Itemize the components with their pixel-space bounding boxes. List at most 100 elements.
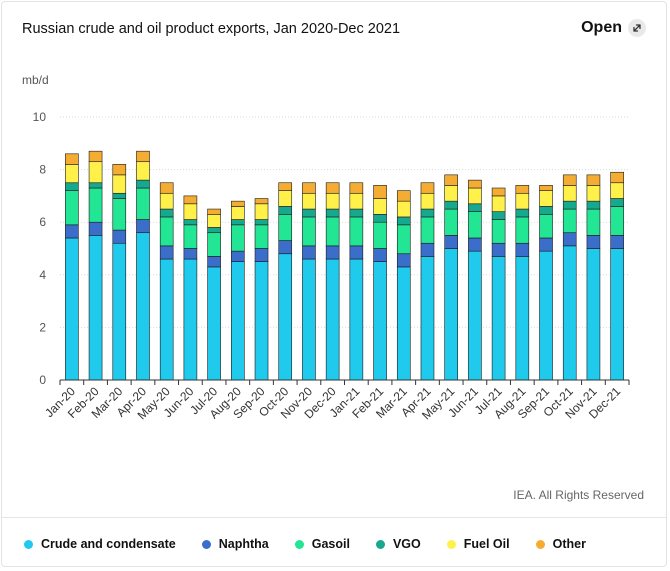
bar-segment[interactable]: [491, 256, 506, 381]
bar-segment[interactable]: [373, 198, 387, 215]
bar-segment[interactable]: [586, 235, 601, 249]
bar-segment[interactable]: [373, 261, 387, 381]
bar-segment[interactable]: [586, 174, 601, 186]
bar-segment[interactable]: [207, 256, 221, 268]
bar-segment[interactable]: [349, 208, 364, 218]
bar-segment[interactable]: [562, 208, 577, 234]
bar-segment[interactable]: [231, 200, 245, 207]
bar-segment[interactable]: [65, 190, 79, 226]
bar-segment[interactable]: [515, 192, 530, 210]
bar-segment[interactable]: [586, 200, 601, 210]
bar-segment[interactable]: [112, 164, 127, 176]
bar-segment[interactable]: [231, 219, 245, 226]
bar-segment[interactable]: [468, 250, 482, 381]
bar-segment[interactable]: [491, 211, 506, 220]
bar-segment[interactable]: [491, 195, 506, 212]
bar-segment[interactable]: [491, 219, 506, 244]
bar-segment[interactable]: [302, 192, 316, 210]
bar-segment[interactable]: [373, 221, 387, 249]
bar-segment[interactable]: [88, 161, 103, 184]
bar-segment[interactable]: [515, 216, 530, 244]
bar-segment[interactable]: [278, 206, 293, 215]
bar-segment[interactable]: [586, 248, 601, 381]
bar-segment[interactable]: [325, 208, 340, 218]
bar-segment[interactable]: [231, 250, 245, 262]
bar-segment[interactable]: [207, 266, 221, 381]
bar-segment[interactable]: [302, 216, 316, 247]
bar-segment[interactable]: [444, 248, 458, 381]
legend-item-vgo[interactable]: VGO: [375, 537, 421, 551]
bar-segment[interactable]: [254, 219, 269, 226]
bar-segment[interactable]: [207, 208, 221, 215]
bar-segment[interactable]: [302, 182, 316, 194]
bar-segment[interactable]: [302, 258, 316, 381]
bar-segment[interactable]: [325, 216, 340, 247]
bar-segment[interactable]: [278, 182, 293, 191]
bar-segment[interactable]: [349, 245, 364, 260]
bar-segment[interactable]: [396, 266, 411, 381]
bar-segment[interactable]: [420, 192, 435, 210]
bar-segment[interactable]: [325, 192, 340, 210]
bar-segment[interactable]: [65, 224, 79, 239]
bar-segment[interactable]: [349, 216, 364, 247]
bar-segment[interactable]: [183, 258, 198, 381]
legend-item-crude[interactable]: Crude and condensate: [24, 537, 176, 551]
bar-segment[interactable]: [159, 208, 174, 218]
legend-item-gasoil[interactable]: Gasoil: [294, 537, 350, 551]
bar-segment[interactable]: [420, 216, 435, 244]
bar-segment[interactable]: [491, 242, 506, 257]
bar-segment[interactable]: [254, 224, 269, 249]
bar-segment[interactable]: [136, 187, 150, 220]
bar-segment[interactable]: [539, 250, 553, 381]
bar-segment[interactable]: [88, 187, 103, 223]
bar-segment[interactable]: [278, 214, 293, 241]
bar-segment[interactable]: [183, 195, 198, 205]
bar-segment[interactable]: [88, 221, 103, 236]
bar-segment[interactable]: [420, 242, 435, 257]
bar-segment[interactable]: [231, 206, 245, 220]
bar-segment[interactable]: [112, 229, 127, 244]
bar-segment[interactable]: [136, 161, 150, 181]
bar-segment[interactable]: [349, 182, 364, 194]
bar-segment[interactable]: [444, 208, 458, 236]
bar-segment[interactable]: [302, 245, 316, 260]
bar-segment[interactable]: [112, 242, 127, 381]
bar-segment[interactable]: [562, 185, 577, 202]
bar-segment[interactable]: [373, 248, 387, 262]
open-button[interactable]: Open: [581, 19, 646, 37]
bar-segment[interactable]: [373, 214, 387, 223]
bar-segment[interactable]: [231, 261, 245, 381]
bar-segment[interactable]: [278, 190, 293, 207]
bar-segment[interactable]: [278, 253, 293, 381]
bar-segment[interactable]: [159, 245, 174, 260]
bar-segment[interactable]: [136, 150, 150, 163]
bar-segment[interactable]: [539, 237, 553, 252]
bar-segment[interactable]: [610, 198, 624, 207]
bar-segment[interactable]: [515, 185, 530, 194]
bar-segment[interactable]: [515, 242, 530, 257]
bar-segment[interactable]: [373, 185, 387, 199]
bar-segment[interactable]: [396, 253, 411, 268]
bar-segment[interactable]: [65, 237, 79, 381]
bar-segment[interactable]: [349, 258, 364, 381]
bar-segment[interactable]: [444, 174, 458, 186]
bar-segment[interactable]: [420, 256, 435, 381]
bar-segment[interactable]: [444, 185, 458, 202]
bar-segment[interactable]: [468, 203, 482, 212]
bar-segment[interactable]: [420, 208, 435, 218]
bar-segment[interactable]: [231, 224, 245, 252]
legend-item-other[interactable]: Other: [535, 537, 586, 551]
bar-segment[interactable]: [65, 164, 79, 184]
bar-segment[interactable]: [254, 203, 269, 220]
bar-segment[interactable]: [136, 179, 150, 189]
bar-segment[interactable]: [610, 171, 624, 184]
bar-segment[interactable]: [420, 182, 435, 194]
bar-segment[interactable]: [539, 206, 553, 215]
legend-item-fuel-oil[interactable]: Fuel Oil: [446, 537, 510, 551]
bar-segment[interactable]: [396, 224, 411, 255]
bar-segment[interactable]: [515, 256, 530, 381]
bar-segment[interactable]: [396, 216, 411, 226]
bar-segment[interactable]: [515, 208, 530, 218]
bar-segment[interactable]: [562, 174, 577, 186]
bar-segment[interactable]: [325, 182, 340, 194]
